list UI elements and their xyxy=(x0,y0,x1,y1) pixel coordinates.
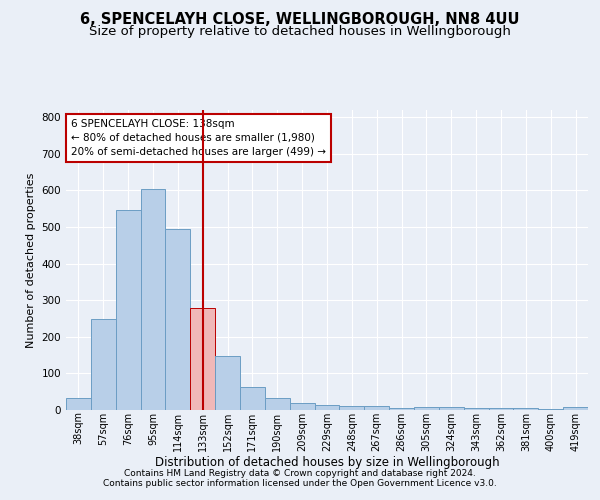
Bar xyxy=(91,320,116,410)
Text: Size of property relative to detached houses in Wellingborough: Size of property relative to detached ho… xyxy=(89,25,511,38)
Bar xyxy=(116,210,140,410)
Bar xyxy=(464,408,488,410)
Bar xyxy=(140,188,166,410)
Text: Contains public sector information licensed under the Open Government Licence v3: Contains public sector information licen… xyxy=(103,478,497,488)
Bar xyxy=(563,408,588,410)
Bar xyxy=(290,402,314,410)
Bar xyxy=(488,408,514,410)
Bar xyxy=(314,404,340,410)
Bar xyxy=(439,407,464,410)
Bar xyxy=(414,407,439,410)
Text: 6, SPENCELAYH CLOSE, WELLINGBOROUGH, NN8 4UU: 6, SPENCELAYH CLOSE, WELLINGBOROUGH, NN8… xyxy=(80,12,520,28)
Bar xyxy=(514,408,538,410)
Bar xyxy=(215,356,240,410)
Y-axis label: Number of detached properties: Number of detached properties xyxy=(26,172,36,348)
Bar xyxy=(364,406,389,410)
Bar xyxy=(240,388,265,410)
Bar xyxy=(389,408,414,410)
Text: Contains HM Land Registry data © Crown copyright and database right 2024.: Contains HM Land Registry data © Crown c… xyxy=(124,468,476,477)
Bar xyxy=(166,229,190,410)
Bar xyxy=(66,398,91,410)
Bar xyxy=(190,308,215,410)
Text: 6 SPENCELAYH CLOSE: 138sqm
← 80% of detached houses are smaller (1,980)
20% of s: 6 SPENCELAYH CLOSE: 138sqm ← 80% of deta… xyxy=(71,119,326,157)
X-axis label: Distribution of detached houses by size in Wellingborough: Distribution of detached houses by size … xyxy=(155,456,499,469)
Bar xyxy=(340,406,364,410)
Bar xyxy=(265,398,290,410)
